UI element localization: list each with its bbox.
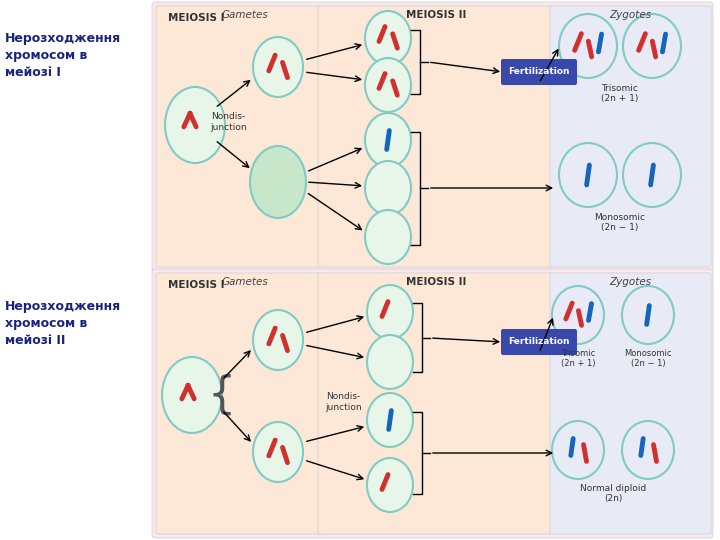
Ellipse shape	[367, 285, 413, 339]
Ellipse shape	[559, 14, 617, 78]
FancyBboxPatch shape	[318, 273, 554, 534]
Text: Zygotes: Zygotes	[609, 10, 651, 20]
Ellipse shape	[253, 422, 303, 482]
Text: Monosomic
(2n − 1): Monosomic (2n − 1)	[624, 349, 672, 368]
Ellipse shape	[622, 421, 674, 479]
FancyBboxPatch shape	[156, 6, 322, 267]
FancyBboxPatch shape	[152, 2, 713, 271]
Text: Нерозходження
хромосом в
мейозі I: Нерозходження хромосом в мейозі I	[5, 32, 121, 79]
Text: Trisomic
(2n + 1): Trisomic (2n + 1)	[561, 349, 595, 368]
FancyBboxPatch shape	[156, 273, 322, 534]
Ellipse shape	[622, 286, 674, 344]
Text: MEIOSIS II: MEIOSIS II	[406, 10, 466, 20]
FancyBboxPatch shape	[550, 6, 711, 267]
FancyBboxPatch shape	[501, 329, 577, 355]
Ellipse shape	[367, 458, 413, 512]
Ellipse shape	[367, 335, 413, 389]
Ellipse shape	[162, 357, 222, 433]
Ellipse shape	[559, 143, 617, 207]
Ellipse shape	[365, 11, 411, 65]
FancyBboxPatch shape	[152, 269, 713, 538]
Text: Trisomic
(2n + 1): Trisomic (2n + 1)	[601, 84, 639, 103]
Text: MEIOSIS I: MEIOSIS I	[168, 13, 225, 23]
FancyBboxPatch shape	[550, 273, 711, 534]
Ellipse shape	[365, 58, 411, 112]
Ellipse shape	[253, 37, 303, 97]
Ellipse shape	[365, 113, 411, 167]
Ellipse shape	[552, 286, 604, 344]
Text: {: {	[208, 374, 236, 416]
Text: Nondis-
junction: Nondis- junction	[210, 112, 246, 132]
Ellipse shape	[552, 421, 604, 479]
Text: Zygotes: Zygotes	[609, 277, 651, 287]
Text: MEIOSIS I: MEIOSIS I	[168, 280, 225, 290]
Text: MEIOSIS II: MEIOSIS II	[406, 277, 466, 287]
Ellipse shape	[623, 143, 681, 207]
Ellipse shape	[250, 146, 306, 218]
Text: Нерозходження
хромосом в
мейозі II: Нерозходження хромосом в мейозі II	[5, 300, 121, 347]
Ellipse shape	[165, 87, 225, 163]
Text: Nondis-
junction: Nondis- junction	[325, 392, 361, 411]
Text: Gametes: Gametes	[222, 277, 269, 287]
Ellipse shape	[365, 161, 411, 215]
Ellipse shape	[623, 14, 681, 78]
Text: Fertilization: Fertilization	[508, 68, 570, 77]
Text: Gametes: Gametes	[222, 10, 269, 20]
Text: Monosomic
(2n − 1): Monosomic (2n − 1)	[595, 213, 646, 232]
FancyBboxPatch shape	[501, 59, 577, 85]
Text: Fertilization: Fertilization	[508, 338, 570, 347]
Ellipse shape	[253, 310, 303, 370]
FancyBboxPatch shape	[318, 6, 554, 267]
Ellipse shape	[367, 393, 413, 447]
Text: Normal diploid
(2n): Normal diploid (2n)	[580, 484, 646, 503]
Ellipse shape	[365, 210, 411, 264]
